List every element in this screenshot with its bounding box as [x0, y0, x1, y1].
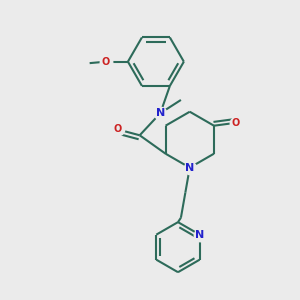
Text: N: N — [195, 230, 204, 240]
Text: O: O — [102, 57, 110, 67]
Text: N: N — [185, 163, 194, 173]
Text: O: O — [113, 124, 122, 134]
Text: O: O — [232, 118, 240, 128]
Text: N: N — [156, 108, 165, 118]
